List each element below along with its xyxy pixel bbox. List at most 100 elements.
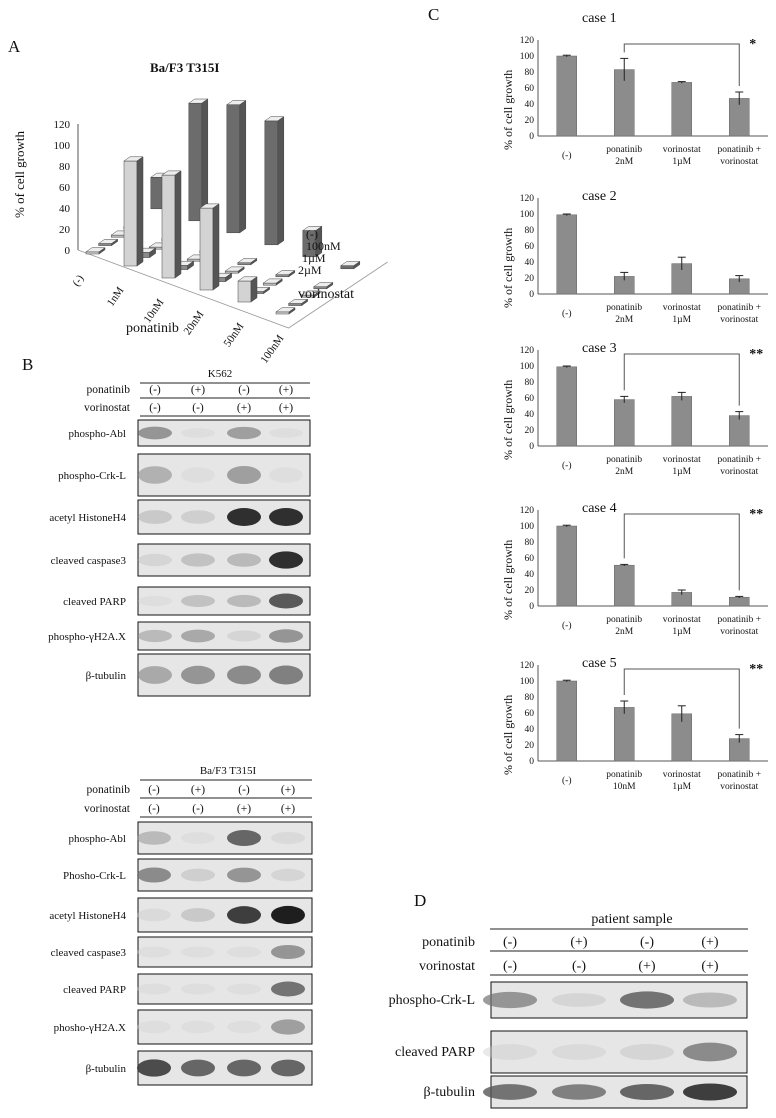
chart-c-x-tick: vorinostat 1µM [663,145,701,167]
blot-band [269,467,303,483]
blot-band [181,946,215,958]
blot-band-label: β-tubulin [86,670,127,682]
blot-band-label: cleaved caspase3 [51,555,127,567]
chart-c-bar [729,596,750,607]
blot-band [181,1059,215,1077]
blot-band [137,1059,171,1077]
panel-c-case-charts: case 1 0 20 40 60 80 100 120 % of cell growth (-)… [501,11,768,792]
chart-c-y-tick: 120 [520,661,535,671]
blot-band [138,553,172,567]
chart-c-significance-bracket [623,353,740,406]
chart-a-series-label: (-) [306,227,318,241]
panel-label-b: B [22,355,33,374]
blot-band [271,868,305,882]
chart-a-bar [123,160,138,267]
chart-a-bar-side [149,247,156,259]
blot-band [137,946,171,958]
chart-c-x-tick: vorinostat 1µM [663,455,701,477]
chart-c-x-tick: (-) [562,775,572,786]
chart-a-y-tick: 120 [54,119,71,131]
chart-c-y-tick: 40 [525,258,535,268]
blot-band [227,630,261,642]
blot-band [227,594,261,608]
chart-a-series-label: 100nM [306,239,341,253]
chart-a-ylabel: % of cell growth [12,130,27,218]
blot-band-label: acetyl HistoneH4 [49,910,126,922]
chart-c-x-tick: ponatinib + vorinostat [717,145,761,167]
blot-treatment-sign: (+) [237,803,251,815]
chart-c-x-tick: ponatinib 2nM [606,615,642,637]
chart-c-bar [556,366,577,447]
chart-c-y-tick: 20 [525,741,535,751]
chart-c-x-tick: (-) [562,150,572,161]
blot-band [138,510,172,524]
chart-c-significance-label: ** [749,662,763,677]
chart-c-y-tick: 100 [520,362,535,372]
chart-c-x-tick: vorinostat 1µM [663,303,701,325]
blot-band [227,1020,261,1034]
chart-a-bar-side [111,238,118,247]
blot-band [269,665,303,685]
blot-band [181,629,215,643]
chart-c-x-tick: vorinostat 1µM [663,770,701,792]
chart-a-x-tick: 20nM [182,309,207,338]
chart-c-bar [729,415,750,447]
chart-c-y-tick: 20 [525,274,535,284]
chart-c-x-tick: ponatinib 2nM [606,303,642,325]
blot-treatment-sign: (-) [572,959,586,974]
panel-label-c: C [428,5,439,24]
blot-treatment-label: ponatinib [87,384,131,396]
blot-treatment-sign: (-) [192,803,204,815]
blot-title: K562 [208,368,232,380]
blot-band [683,1083,737,1101]
blot-band-label: cleaved PARP [63,596,126,608]
chart-c-y-tick: 40 [525,725,535,735]
blot-band [137,908,171,922]
blot-band [271,1019,305,1035]
panel-b-baf3-blot: Ba/F3 T315I ponatinib (-) (+) (-) (+) vorinost… [49,765,313,1086]
blot-treatment-sign: (+) [701,935,719,950]
blot-band [137,983,171,995]
blot-band [138,666,172,684]
chart-c-y-tick: 40 [525,410,535,420]
chart-a-bar-back [226,104,241,234]
blot-band [227,906,261,924]
blot-band [181,983,215,995]
chart-a-x-tick: (-) [70,273,86,289]
blot-band [683,992,737,1008]
chart-a-bar-back-side [353,260,361,270]
chart-c-y-tick: 120 [520,194,535,204]
blot-band [620,1043,674,1061]
chart-c-significance-bracket [623,668,740,729]
chart-a-bar [275,311,290,315]
blot-treatment-sign: (+) [701,959,719,974]
chart-a-bar [85,251,100,255]
panel-label-d: D [414,891,426,910]
blot-treatment-sign: (+) [191,384,205,396]
chart-c-y-tick: 60 [525,554,535,564]
chart-c-y-tick: 80 [525,68,535,78]
chart-c-ylabel: % of cell growth [501,380,515,460]
blot-band [138,595,172,607]
chart-a-bar-side [275,278,283,286]
chart-a-bar-side [187,260,194,271]
chart-c-y-tick: 60 [525,84,535,94]
blot-band [483,991,537,1009]
chart-a-x-tick: 100nM [258,333,286,366]
chart-c-bar [614,707,635,762]
chart-a-series-label: 1µM [302,251,326,265]
blot-treatment-sign: (-) [148,803,160,815]
blot-band [269,593,303,609]
blot-membrane [137,973,313,1005]
chart-c-x-tick: ponatinib + vorinostat [717,455,761,477]
chart-a-bar [161,174,176,279]
blot-band [552,993,606,1007]
chart-c-x-tick: (-) [562,308,572,319]
chart-c-y-tick: 100 [520,210,535,220]
chart-c-y-tick: 100 [520,52,535,62]
blot-band [181,1020,215,1034]
chart-c-bar [614,399,635,447]
chart-c-x-tick: ponatinib + vorinostat [717,615,761,637]
blot-band-label: Phosho-Crk-L [63,870,126,882]
